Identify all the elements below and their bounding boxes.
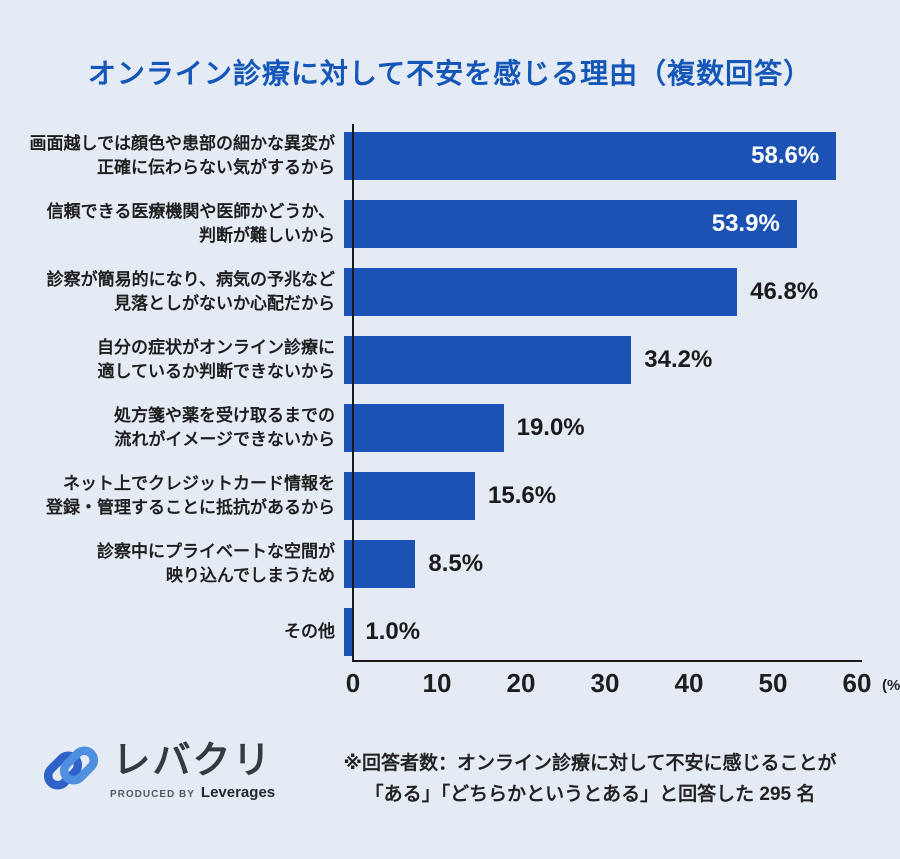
value-label: 19.0% [516,414,585,441]
value-label: 58.6% [751,142,820,169]
bar-row: 画面越しでは顔色や患部の細かな異変が 正確に伝わらない気がするから 58.6% [0,122,900,190]
category-label: 診察が簡易的になり、病気の予兆など 見落としがないか心配だから [46,270,335,313]
respondent-note: ※回答者数：オンライン診療に対して不安に感じることが 「ある」「どちらかというと… [300,748,880,810]
bar [344,268,738,316]
respondent-note-line2: 「ある」「どちらかというとある」と回答した 295 名 [364,784,816,805]
bar-row: その他 1.0% [0,598,900,666]
category-label: その他 [284,622,335,641]
respondent-note-line1: ※回答者数：オンライン診療に対して不安に感じることが [343,753,837,774]
bar-row: 信頼できる医療機関や医師かどうか、 判断が難しいから 53.9% [0,190,900,258]
x-tick-label: 50 [758,668,788,698]
logo-produced-by-label: PRODUCED BY [110,789,195,800]
value-label: 46.8% [750,278,819,305]
x-tick-label: 20 [506,668,536,698]
logo-company-name: Leverages [200,784,276,801]
x-axis-line [352,660,862,662]
bar-track: 19.0% [344,394,900,462]
bar-row: 処方箋や薬を受け取るまでの 流れがイメージできないから 19.0% [0,394,900,462]
chart-title: オンライン診療に対して不安を感じる理由（複数回答） [87,58,813,89]
x-tick-label: 60 [842,668,872,698]
bar-track: 34.2% [344,326,900,394]
bar-rows: 画面越しでは顔色や患部の細かな異変が 正確に伝わらない気がするから 58.6% 信頼で… [0,122,900,666]
bar-track: 1.0% [344,598,900,666]
bar [344,472,475,520]
category-label: 信頼できる医療機関や医師かどうか、 判断が難しいから [46,202,335,245]
x-tick-label: 0 [345,668,361,698]
value-label: 15.6% [488,482,557,509]
x-tick-label: 10 [422,668,452,698]
chain-link-logo-icon [40,737,102,804]
bar-track: 53.9% [344,190,900,258]
category-label: 診察中にプライベートな空間が 映り込んでしまうため [97,542,335,585]
bar-chart: 画面越しでは顔色や患部の細かな異変が 正確に伝わらない気がするから 58.6% 信頼で… [0,122,900,666]
bar-track: 15.6% [344,462,900,530]
value-label: 53.9% [711,210,780,237]
category-label: ネット上でクレジットカード情報を 登録・管理することに抵抗があるから [46,474,335,517]
y-axis-line [352,124,354,662]
bar-row: ネット上でクレジットカード情報を 登録・管理することに抵抗があるから 15.6% [0,462,900,530]
bar [344,336,632,384]
x-axis-ticks: (%) 0 10 20 30 40 50 60 [346,668,900,702]
x-axis-unit-label: (%) [882,677,900,694]
value-label: 34.2% [644,346,713,373]
bar-row: 自分の症状がオンライン診療に 適しているか判断できないから 34.2% [0,326,900,394]
bar [344,404,504,452]
bar: 53.9% [344,200,797,248]
logo-wordmark: レバクリ [112,740,273,782]
bar [344,608,353,656]
x-tick-label: 30 [590,668,620,698]
bar-track: 58.6% [344,122,900,190]
category-label: 自分の症状がオンライン診療に 適しているか判断できないから [97,338,335,381]
bar: 58.6% [344,132,837,180]
value-label: 1.0% [365,618,421,645]
logo-subline: PRODUCED BY Leverages [110,784,275,801]
bar-track: 8.5% [344,530,900,598]
category-label: 画面越しでは顔色や患部の細かな異変が 正確に伝わらない気がするから [29,134,336,177]
bar-row: 診察が簡易的になり、病気の予兆など 見落としがないか心配だから 46.8% [0,258,900,326]
brand-logo: レバクリ PRODUCED BY Leverages [40,737,275,804]
bar [344,540,416,588]
bar-track: 46.8% [344,258,900,326]
category-label: 処方箋や薬を受け取るまでの 流れがイメージできないから [114,406,335,449]
value-label: 8.5% [428,550,484,577]
x-tick-label: 40 [674,668,704,698]
logo-text-block: レバクリ PRODUCED BY Leverages [110,740,275,801]
bar-row: 診察中にプライベートな空間が 映り込んでしまうため 8.5% [0,530,900,598]
